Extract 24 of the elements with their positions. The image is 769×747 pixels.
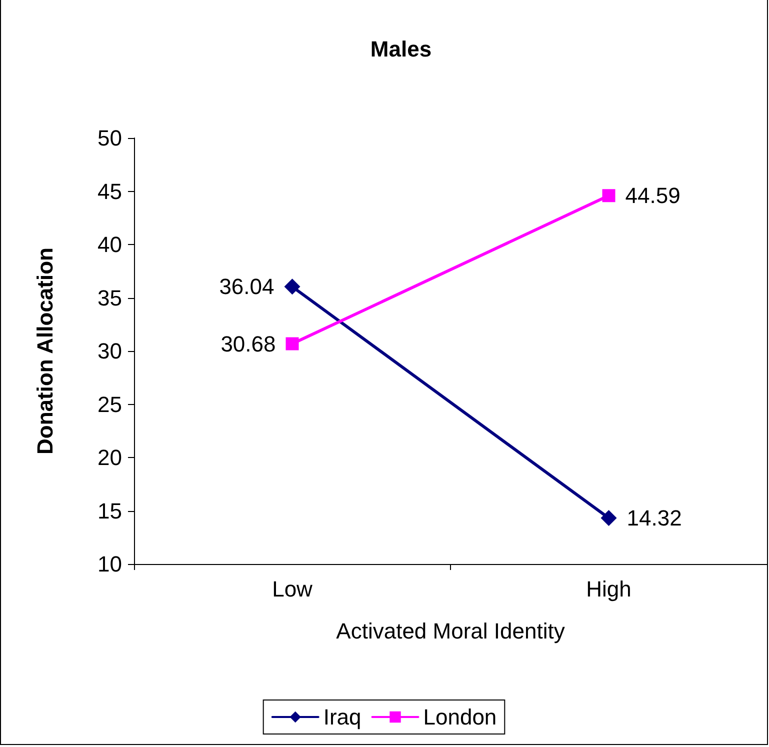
data-label: 36.04	[219, 274, 274, 300]
point	[602, 189, 616, 202]
point	[600, 510, 617, 526]
legend-label: London	[423, 704, 497, 730]
data-label: 44.59	[625, 183, 680, 208]
point	[284, 278, 300, 295]
data-label: 30.68	[220, 331, 276, 356]
y-tick-label: 10	[98, 552, 122, 576]
y-axis-title: Donation Allocation	[32, 248, 58, 454]
y-tick-label: 45	[98, 178, 122, 204]
x-axis-title: Activated Moral Identity	[336, 618, 565, 644]
x-tick-label: High	[586, 576, 632, 602]
y-tick-label: 25	[98, 392, 122, 417]
y-tick-label: 50	[98, 126, 122, 150]
y-tick-label: 20	[98, 445, 122, 470]
point	[286, 337, 299, 350]
data-label: 14.32	[626, 505, 682, 530]
y-tick-label: 35	[98, 285, 122, 310]
x-tick-label: Low	[272, 576, 313, 602]
y-tick-label: 40	[98, 232, 122, 257]
y-tick-label: 15	[98, 498, 122, 524]
chart-title: Males	[370, 36, 432, 62]
legend-label: Iraq	[323, 704, 362, 730]
y-tick-label: 30	[98, 338, 122, 364]
